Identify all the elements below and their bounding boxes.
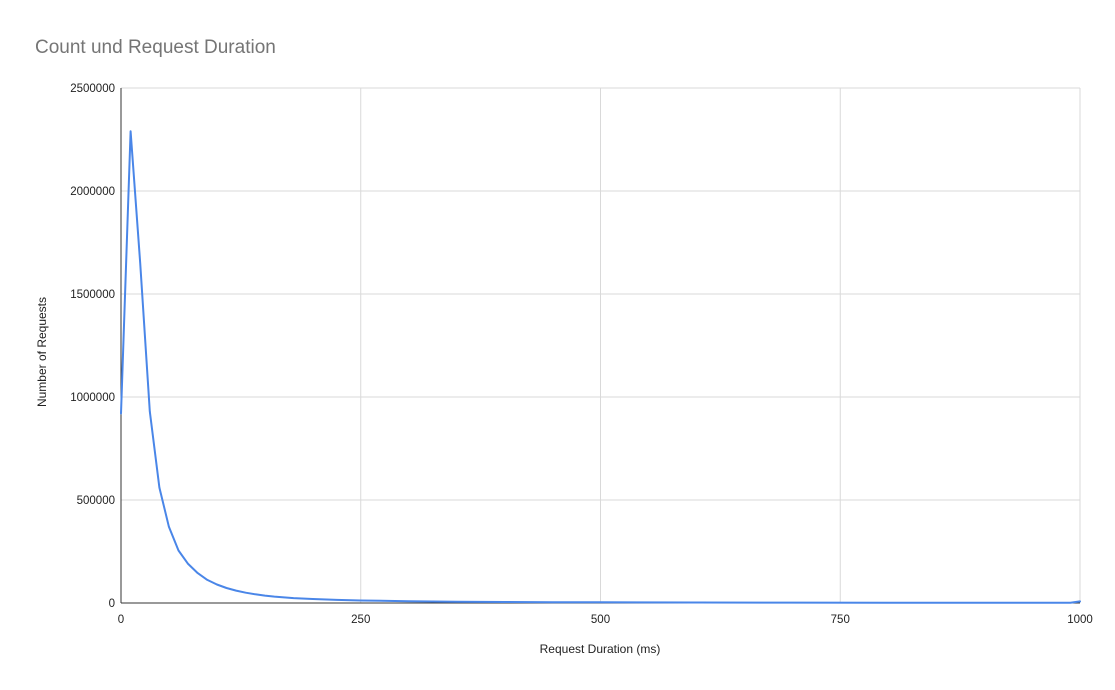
x-tick-label: 500 [591, 614, 610, 626]
y-tick-label: 500000 [77, 495, 115, 507]
y-tick-label: 0 [109, 598, 115, 610]
x-axis-label: Request Duration (ms) [540, 642, 661, 656]
x-tick-label: 250 [351, 614, 370, 626]
x-tick-label: 0 [118, 614, 124, 626]
y-tick-label: 1500000 [70, 289, 115, 301]
series-line [120, 130, 1081, 604]
y-tick-label: 1000000 [70, 392, 115, 404]
x-tick-label: 1000 [1067, 614, 1093, 626]
y-tick-label: 2500000 [70, 83, 115, 95]
y-axis-label: Number of Requests [35, 297, 49, 407]
series-layer [120, 130, 1081, 604]
x-tick-label: 750 [831, 614, 850, 626]
y-tick-label: 2000000 [70, 186, 115, 198]
grid-lines [121, 87, 1081, 603]
chart-title: Count und Request Duration [35, 37, 276, 58]
tick-labels: 0 500000 1000000 1500000 2000000 2500000 0 250 5… [70, 83, 1093, 626]
